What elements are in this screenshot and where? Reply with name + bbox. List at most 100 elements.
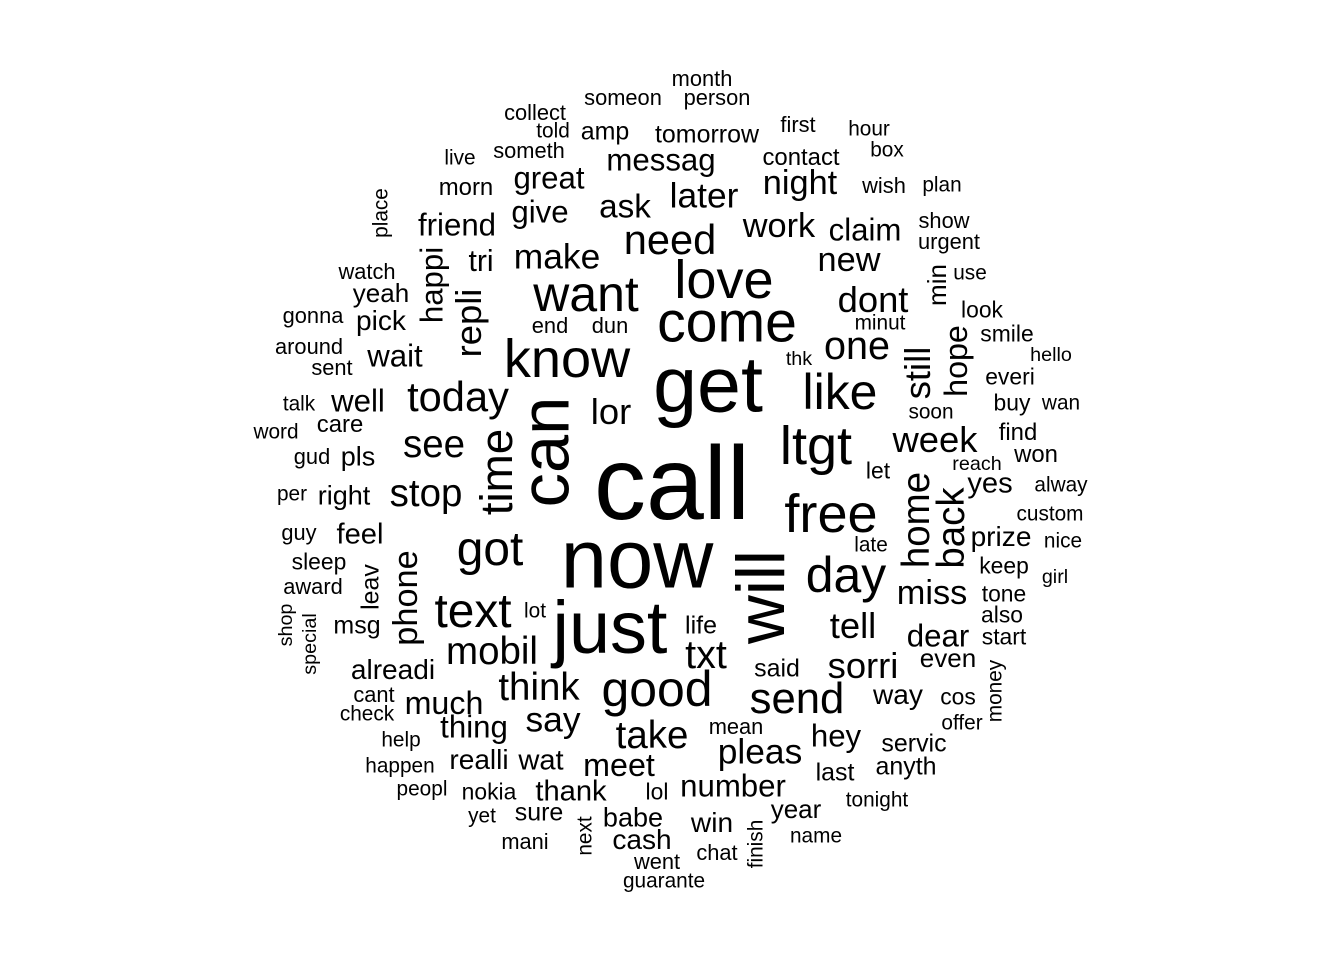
word-friend: friend [417,207,497,243]
word-realli: realli [449,743,509,775]
word-feel: feel [336,518,384,551]
word-claim: claim [828,212,902,248]
word-minut: minut [854,311,906,335]
word-special: special [299,613,322,675]
word-mean: mean [708,714,764,740]
word-amp: amp [580,117,630,146]
word-even: even [919,643,977,673]
word-work: work [742,206,816,245]
word-someth: someth [493,138,565,164]
word-text: text [434,585,512,639]
word-night: night [762,163,838,202]
word-sorri: sorri [827,644,899,686]
word-check: check [339,702,395,726]
word-award: award [283,574,343,600]
word-will: will [724,550,800,644]
word-finish: finish [744,819,768,869]
word-girl: girl [1041,566,1069,589]
word-wish: wish [862,173,906,199]
word-said: said [754,654,800,683]
word-tonight: tonight [845,788,909,812]
word-txt: txt [685,633,727,678]
word-ask: ask [599,188,651,226]
word-pick: pick [356,304,406,336]
word-month: month [671,66,733,92]
word-box: box [870,138,904,162]
word-later: later [669,176,739,216]
word-lor: lor [590,390,632,432]
word-want: want [533,266,639,323]
word-went: went [633,849,681,875]
word-tell: tell [829,604,877,646]
word-way: way [873,678,923,710]
word-hope: hope [937,325,974,397]
word-got: got [456,523,524,577]
word-think: think [498,665,580,709]
word-prize: prize [970,520,1032,552]
word-last: last [815,758,855,787]
word-week: week [892,418,978,460]
word-gonna: gonna [282,303,344,329]
word-well: well [331,383,385,419]
word-anyth: anyth [875,752,937,781]
word-need: need [623,216,717,264]
word-yet: yet [468,804,496,828]
word-custom: custom [1016,502,1084,526]
word-life: life [685,611,717,640]
word-tone: tone [981,580,1027,607]
word-live: live [444,146,476,170]
word-wat: wat [518,744,564,777]
word-told: told [536,119,570,143]
word-mobil: mobil [446,629,538,673]
word-watch: watch [338,259,396,285]
word-dear: dear [906,618,970,654]
word-person: person [683,85,751,111]
word-hour: hour [848,117,890,141]
word-late: late [854,533,888,557]
word-like: like [802,364,878,421]
word-start: start [981,623,1027,650]
word-keep: keep [979,552,1029,579]
word-just: just [552,586,668,670]
word-yes: yes [967,467,1013,500]
word-time: time [471,428,523,516]
word-number: number [680,768,786,804]
word-see: see [402,422,466,466]
word-someon: someon [584,85,662,111]
word-nokia: nokia [461,778,517,805]
word-make: make [513,237,601,277]
word-leav: leav [356,564,385,610]
word-good: good [601,661,713,718]
word-come: come [657,290,797,355]
word-great: great [513,160,585,196]
word-messag: messag [606,142,716,178]
word-per: per [276,482,308,506]
word-now: now [560,512,714,606]
word-first: first [780,112,816,138]
word-won: won [1014,441,1058,469]
word-cant: cant [353,682,395,708]
word-shop: shop [275,603,298,647]
word-end: end [531,313,569,339]
word-cash: cash [612,823,672,855]
word-talk: talk [282,392,316,416]
word-contact: contact [762,144,840,172]
word-soon: soon [908,400,954,424]
word-plan: plan [922,173,962,197]
word-word: word [253,420,299,444]
word-sure: sure [514,798,564,827]
word-around: around [275,334,343,360]
word-chat: chat [696,840,738,866]
word-babe: babe [602,802,664,833]
word-sleep: sleep [291,548,347,575]
word-dun: dun [591,313,629,339]
word-miss: miss [896,573,968,612]
word-reach: reach [952,453,1002,476]
word-meet: meet [583,746,655,783]
word-offer: offer [941,711,983,735]
word-new: new [817,240,881,279]
word-year: year [770,794,822,824]
word-urgent: urgent [918,229,980,255]
word-call: call [593,426,751,542]
